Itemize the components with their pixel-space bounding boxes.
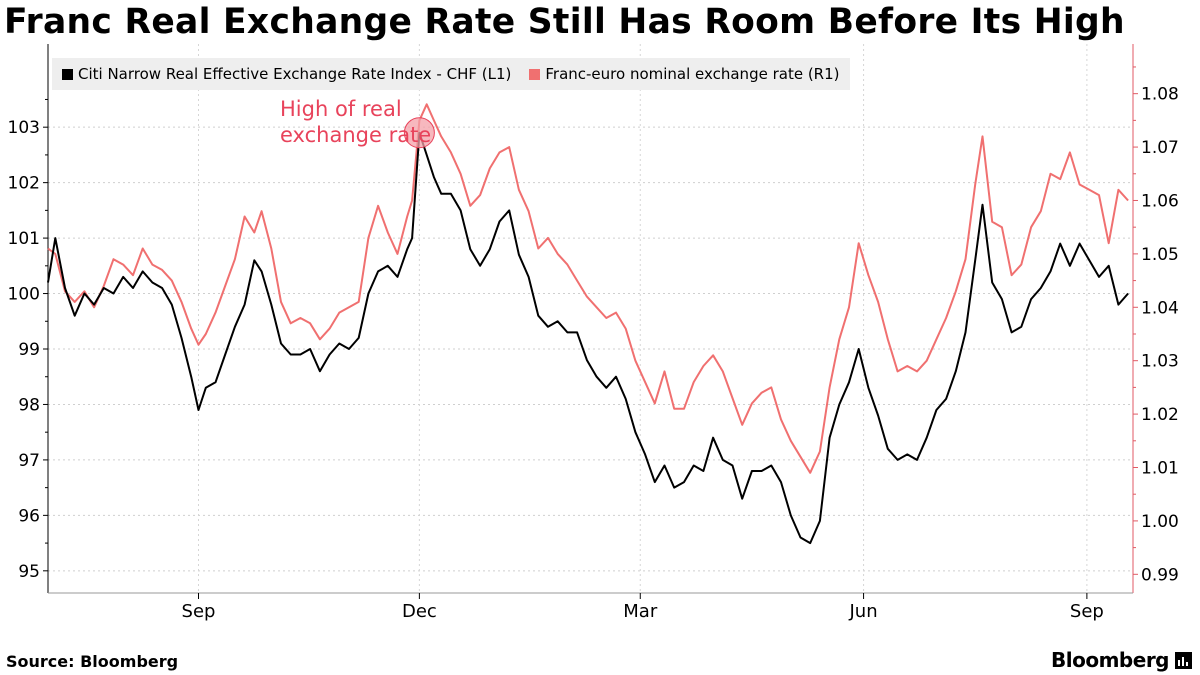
right-axis-ticks: 0.99 1.00 1.01 1.02 1.03 1.04 1.05 1.06 1.07 1.08 (1133, 66, 1179, 585)
left-tick-label: 99 (18, 340, 40, 360)
left-tick-label: 97 (18, 451, 40, 471)
axes (47, 44, 1134, 594)
chart-title: Franc Real Exchange Rate Still Has Room … (4, 2, 1125, 42)
x-tick-label: Sep (1070, 601, 1104, 622)
right-tick-label: 1.03 (1141, 352, 1179, 372)
left-tick-label: 98 (18, 395, 40, 415)
x-year-label: 2023 (222, 641, 268, 644)
legend: Citi Narrow Real Effective Exchange Rate… (52, 58, 850, 90)
brand-name: Bloomberg (1051, 648, 1169, 672)
source-note: Source: Bloomberg (6, 652, 179, 671)
x-tick-label: Jun (849, 601, 878, 622)
x-tick-label: Dec (402, 601, 437, 622)
left-axis-ticks: 95 96 97 98 99 100 101 102 103 (8, 98, 48, 582)
right-tick-label: 1.04 (1141, 298, 1179, 318)
x-tick-label: Mar (623, 601, 658, 622)
peak-marker (403, 117, 435, 149)
legend-swatch-nominal (529, 68, 541, 80)
right-tick-label: 1.01 (1141, 458, 1179, 478)
right-tick-label: 1.02 (1141, 405, 1179, 425)
series-line-real (47, 131, 1129, 545)
x-tick-label: Sep (182, 601, 216, 622)
legend-label-nominal: Franc-euro nominal exchange rate (R1) (545, 65, 840, 83)
legend-item-nominal: Franc-euro nominal exchange rate (R1) (529, 65, 840, 83)
bloomberg-terminal-icon (1175, 651, 1192, 669)
peak-annotation: High of real exchange rate (280, 96, 431, 148)
right-tick-label: 1.08 (1141, 85, 1179, 105)
right-tick-label: 1.06 (1141, 191, 1179, 211)
right-tick-label: 0.99 (1141, 565, 1179, 585)
left-tick-label: 100 (8, 285, 40, 305)
left-tick-label: 95 (18, 562, 40, 582)
gridlines (48, 44, 1133, 593)
annotation-line-2: exchange rate (280, 123, 432, 147)
chart-svg: 95 96 97 98 99 100 101 102 103 0.99 1.00 1.01 1.02 1… (8, 44, 1179, 644)
right-tick-label: 1.05 (1141, 245, 1179, 265)
right-tick-label: 1.07 (1141, 138, 1179, 158)
legend-item-real: Citi Narrow Real Effective Exchange Rate… (62, 65, 511, 83)
series-line-nominal (47, 103, 1129, 474)
x-year-label: 2024 (751, 641, 797, 644)
legend-swatch-real (62, 68, 73, 80)
left-tick-label: 101 (8, 229, 40, 249)
left-tick-label: 103 (8, 118, 40, 138)
left-tick-label: 102 (8, 174, 40, 194)
annotation-line-1: High of real (280, 97, 402, 121)
x-axis-ticks: Sep Dec Mar Jun Sep 2023 2024 (182, 593, 1104, 644)
left-tick-label: 96 (18, 506, 40, 526)
bloomberg-logo: Bloomberg (1051, 648, 1192, 672)
right-tick-label: 1.00 (1141, 512, 1179, 532)
legend-label-real: Citi Narrow Real Effective Exchange Rate… (78, 65, 512, 83)
